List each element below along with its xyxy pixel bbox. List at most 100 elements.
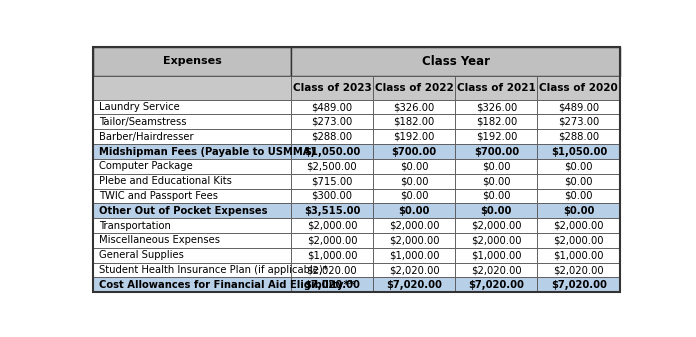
Text: $0.00: $0.00 (482, 176, 511, 186)
Bar (291, 129, 373, 144)
Bar (291, 277, 373, 292)
Text: $489.00: $489.00 (558, 102, 599, 112)
Bar (537, 263, 620, 277)
Text: $2,000.00: $2,000.00 (389, 235, 439, 245)
Bar (455, 248, 537, 263)
Text: Class of 2022: Class of 2022 (374, 83, 454, 93)
Bar (455, 75, 537, 100)
Bar (373, 233, 455, 248)
Text: TWIC and Passport Fees: TWIC and Passport Fees (99, 191, 218, 201)
Bar (93, 100, 291, 115)
Text: Cost Allowances for Financial Aid Eligibility**: Cost Allowances for Financial Aid Eligib… (99, 280, 354, 290)
Text: $1,000.00: $1,000.00 (471, 250, 521, 260)
Bar (455, 174, 537, 188)
Bar (373, 75, 455, 100)
Bar (93, 188, 291, 203)
Text: Tailor/Seamstress: Tailor/Seamstress (99, 117, 186, 127)
Text: Class Year: Class Year (422, 55, 489, 68)
Text: $300.00: $300.00 (311, 191, 352, 201)
Text: $273.00: $273.00 (558, 117, 599, 127)
Text: Computer Package: Computer Package (99, 161, 192, 171)
Bar (291, 144, 373, 159)
Text: $182.00: $182.00 (393, 117, 435, 127)
Text: $192.00: $192.00 (393, 132, 435, 142)
Bar (455, 233, 537, 248)
Bar (373, 129, 455, 144)
Text: Other Out of Pocket Expenses: Other Out of Pocket Expenses (99, 206, 267, 216)
Bar (93, 263, 291, 277)
Text: $326.00: $326.00 (476, 102, 517, 112)
Text: $2,000.00: $2,000.00 (553, 235, 604, 245)
Text: $2,000.00: $2,000.00 (389, 221, 439, 231)
Bar (455, 263, 537, 277)
Text: $2,000.00: $2,000.00 (471, 221, 521, 231)
Bar (373, 159, 455, 174)
Text: $2,020.00: $2,020.00 (389, 265, 439, 275)
Text: $0.00: $0.00 (398, 206, 430, 216)
Bar (291, 75, 373, 100)
Bar (455, 203, 537, 218)
Text: $192.00: $192.00 (475, 132, 517, 142)
Text: $1,000.00: $1,000.00 (307, 250, 357, 260)
Text: $0.00: $0.00 (564, 176, 593, 186)
Bar (291, 218, 373, 233)
Bar (291, 233, 373, 248)
Bar (373, 144, 455, 159)
Bar (455, 129, 537, 144)
Bar (537, 159, 620, 174)
Bar (537, 188, 620, 203)
Bar (537, 218, 620, 233)
Bar (537, 277, 620, 292)
Text: $1,000.00: $1,000.00 (553, 250, 604, 260)
Bar (455, 218, 537, 233)
Bar (93, 75, 291, 100)
Text: $2,500.00: $2,500.00 (307, 161, 357, 171)
Text: $2,020.00: $2,020.00 (307, 265, 357, 275)
Bar (537, 100, 620, 115)
Text: $3,515.00: $3,515.00 (303, 206, 360, 216)
Text: Expenses: Expenses (163, 56, 221, 66)
Text: $715.00: $715.00 (311, 176, 353, 186)
Text: $700.00: $700.00 (474, 147, 519, 156)
Text: Barber/Hairdresser: Barber/Hairdresser (99, 132, 193, 142)
Bar (291, 115, 373, 129)
Text: Class of 2021: Class of 2021 (457, 83, 536, 93)
Bar (291, 47, 620, 75)
Text: $7,020.00: $7,020.00 (551, 280, 607, 290)
Text: $0.00: $0.00 (400, 191, 429, 201)
Bar (537, 75, 620, 100)
Bar (537, 129, 620, 144)
Bar (291, 100, 373, 115)
Bar (455, 188, 537, 203)
Bar (373, 100, 455, 115)
Bar (291, 174, 373, 188)
Bar (291, 248, 373, 263)
Text: $1,050.00: $1,050.00 (304, 147, 360, 156)
Bar (93, 159, 291, 174)
Bar (93, 203, 291, 218)
Text: Laundry Service: Laundry Service (99, 102, 180, 112)
Bar (93, 115, 291, 129)
Bar (373, 203, 455, 218)
Text: $288.00: $288.00 (558, 132, 599, 142)
Text: Student Health Insurance Plan (if applicable)*: Student Health Insurance Plan (if applic… (99, 265, 327, 275)
Bar (455, 144, 537, 159)
Text: $273.00: $273.00 (311, 117, 353, 127)
Bar (373, 263, 455, 277)
Bar (455, 277, 537, 292)
Text: $2,000.00: $2,000.00 (553, 221, 604, 231)
Bar (93, 129, 291, 144)
Bar (291, 263, 373, 277)
Text: $0.00: $0.00 (564, 161, 593, 171)
Bar (455, 159, 537, 174)
Bar (93, 47, 291, 75)
Text: General Supplies: General Supplies (99, 250, 184, 260)
Bar (537, 203, 620, 218)
Text: $7,020.00: $7,020.00 (386, 280, 442, 290)
Bar (537, 144, 620, 159)
Bar (93, 218, 291, 233)
Bar (455, 115, 537, 129)
Bar (93, 174, 291, 188)
Text: $182.00: $182.00 (476, 117, 517, 127)
Text: $2,020.00: $2,020.00 (471, 265, 522, 275)
